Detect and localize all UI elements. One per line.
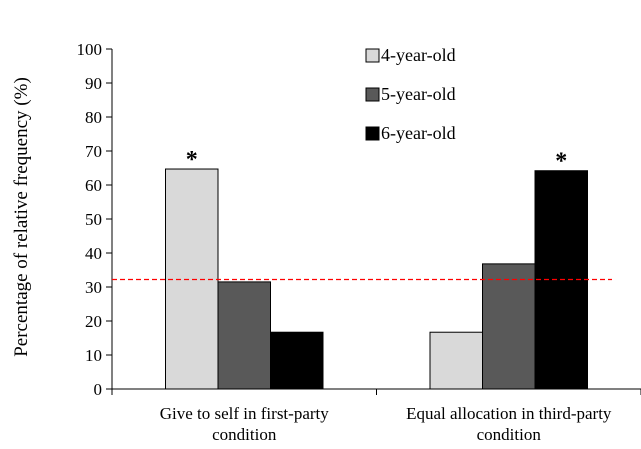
bar-4-year-old-cat1 <box>429 331 483 390</box>
y-tick-label: 40 <box>85 244 102 263</box>
significance-marker: * <box>555 149 567 175</box>
y-tick-label: 100 <box>77 40 103 59</box>
legend-label: 6-year-old <box>381 123 456 143</box>
y-tick-label: 10 <box>85 346 102 365</box>
y-tick-label: 30 <box>85 278 102 297</box>
legend-label: 4-year-old <box>381 45 456 65</box>
y-tick-label: 90 <box>85 74 102 93</box>
y-tick-label: 50 <box>85 210 102 229</box>
x-category-label: Equal allocation in third-party <box>406 404 612 423</box>
x-category-label: condition <box>212 425 277 444</box>
y-tick-label: 80 <box>85 108 102 127</box>
x-category-label: Give to self in first-party <box>160 404 330 423</box>
y-axis-label: Percentage of relative frequency (%) <box>11 77 32 357</box>
legend-swatch <box>365 48 380 63</box>
y-tick-label: 0 <box>94 380 103 399</box>
legend-label: 5-year-old <box>381 84 456 104</box>
bar-6-year-old-cat0 <box>270 331 324 390</box>
legend: 4-year-old 5-year-old 6-year-old <box>365 45 456 143</box>
x-category-label: condition <box>477 425 542 444</box>
y-tick-label: 60 <box>85 176 102 195</box>
significance-marker: * <box>186 147 198 173</box>
bar-5-year-old-cat0 <box>217 281 271 390</box>
legend-swatch <box>365 126 380 141</box>
y-tick-label: 70 <box>85 142 102 161</box>
y-tick-label: 20 <box>85 312 102 331</box>
bar-5-year-old-cat1 <box>482 263 536 390</box>
legend-swatch <box>365 87 380 102</box>
y-axis-label-group: Percentage of relative frequency (%) <box>11 77 32 357</box>
